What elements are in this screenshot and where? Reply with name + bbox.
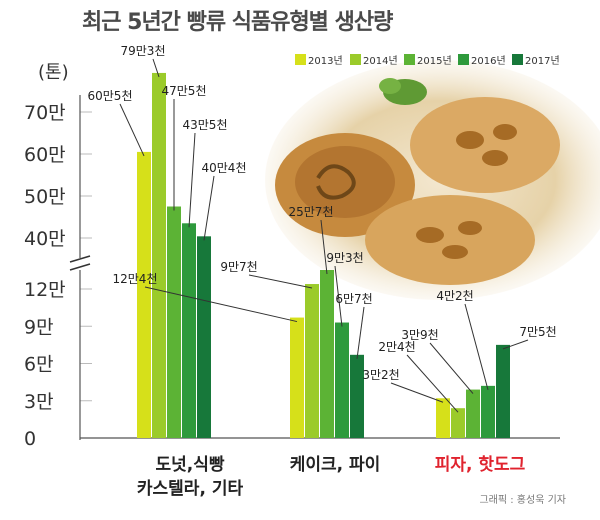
data-label: 60만5천 [88,88,133,103]
bar [335,322,349,438]
data-label: 47만5천 [162,83,207,98]
legend-swatch [512,54,523,65]
bar [137,151,151,438]
data-label: 7만5천 [519,324,556,339]
legend-swatch [295,54,306,65]
graphic-credit: 그래픽 : 홍성욱 기자 [479,495,566,506]
data-label-leader [320,219,328,275]
data-label-leader [248,274,313,289]
bar [466,389,480,438]
y-tick-label: 12만 [24,279,66,301]
data-label-leader [390,382,444,403]
legend-swatch [404,54,415,65]
data-label: 43만5천 [183,117,228,132]
y-axis-unit: (톤) [38,62,69,83]
data-label: 9만7천 [220,259,257,274]
data-label-leader [464,303,489,390]
y-tick-label: 40만 [24,228,66,250]
chart-title: 최근 5년간 빵류 식품유형별 생산량 [82,10,393,35]
bar [167,206,181,438]
data-label-leader [144,286,298,323]
data-label-leader [152,58,160,78]
legend-label: 2013년 [308,55,343,67]
data-label: 4만2천 [436,288,473,303]
legend-label: 2014년 [363,55,398,67]
bar [451,408,465,438]
legend-label: 2015년 [417,55,452,67]
data-label-leader [429,342,474,394]
bar [496,344,510,438]
bar [436,398,450,438]
bar [290,317,304,438]
legend-label: 2016년 [471,55,506,67]
pastry-photo [265,60,600,300]
legend-label: 2017년 [525,55,560,67]
legend-swatch [350,54,361,65]
category-label: 피자, 핫도그 [435,454,526,475]
data-label: 12만4천 [113,271,158,286]
y-tick-label: 60만 [24,144,66,166]
bar [481,385,495,438]
data-label: 9만3천 [326,250,363,265]
axis-break-mark [69,255,91,263]
data-label: 3만2천 [362,367,399,382]
y-tick-label: 6만 [24,354,54,376]
y-tick-label: 9만 [24,316,54,338]
data-label-leader [188,132,196,228]
data-label-leader [502,339,529,350]
bar [350,354,364,438]
axis-break-mark [69,263,91,271]
category-label: 도넛,식빵 [155,455,224,475]
data-label-leader [119,103,145,157]
bar [320,270,334,438]
data-label: 25만7천 [289,204,334,219]
data-label-leader [406,354,459,413]
data-label-leader [356,306,365,359]
bar [182,223,196,438]
data-label: 40만4천 [202,160,247,175]
data-label-leader [334,265,343,327]
data-label: 6만7천 [335,291,372,306]
bar [305,284,319,438]
bar [197,236,211,438]
category-label: 케이크, 파이 [290,455,381,475]
data-label: 2만4천 [378,339,415,354]
bar [152,72,166,438]
data-label: 3만9천 [401,327,438,342]
category-label: 카스텔라, 기타 [137,479,244,499]
y-tick-label: 0 [24,428,36,450]
data-label-leader [203,175,215,241]
y-tick-label: 3만 [24,391,54,413]
legend-swatch [458,54,469,65]
y-tick-label: 70만 [24,102,66,124]
y-tick-label: 50만 [24,186,66,208]
data-label: 79만3천 [121,43,166,58]
